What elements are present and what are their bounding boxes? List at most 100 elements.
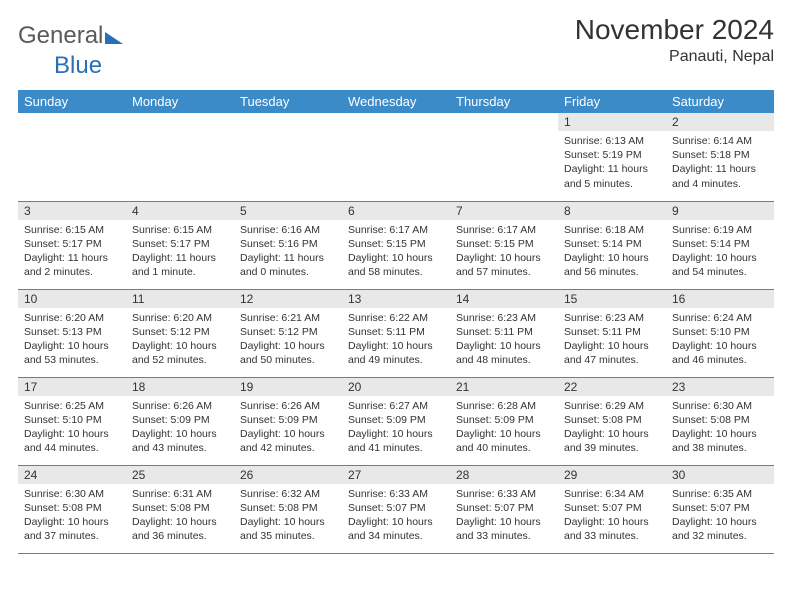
calendar-day-cell: 25Sunrise: 6:31 AMSunset: 5:08 PMDayligh… [126,465,234,553]
calendar-body: 1Sunrise: 6:13 AMSunset: 5:19 PMDaylight… [18,113,774,553]
day-number: 6 [342,202,450,220]
calendar-day-cell: 24Sunrise: 6:30 AMSunset: 5:08 PMDayligh… [18,465,126,553]
weekday-header: Monday [126,90,234,113]
day-number: 4 [126,202,234,220]
day-details: Sunrise: 6:20 AMSunset: 5:12 PMDaylight:… [126,308,234,371]
calendar-week-row: 17Sunrise: 6:25 AMSunset: 5:10 PMDayligh… [18,377,774,465]
day-number: 24 [18,466,126,484]
day-number: 17 [18,378,126,396]
calendar-day-cell: 5Sunrise: 6:16 AMSunset: 5:16 PMDaylight… [234,201,342,289]
calendar-day-cell: 15Sunrise: 6:23 AMSunset: 5:11 PMDayligh… [558,289,666,377]
day-details: Sunrise: 6:30 AMSunset: 5:08 PMDaylight:… [666,396,774,459]
day-number: 29 [558,466,666,484]
day-number: 21 [450,378,558,396]
title-block: November 2024 Panauti, Nepal [575,14,774,66]
day-details: Sunrise: 6:28 AMSunset: 5:09 PMDaylight:… [450,396,558,459]
calendar-day-cell: 8Sunrise: 6:18 AMSunset: 5:14 PMDaylight… [558,201,666,289]
day-details: Sunrise: 6:33 AMSunset: 5:07 PMDaylight:… [450,484,558,547]
day-details [18,131,126,137]
day-details: Sunrise: 6:22 AMSunset: 5:11 PMDaylight:… [342,308,450,371]
calendar-day-cell [450,113,558,201]
day-number: 28 [450,466,558,484]
day-details: Sunrise: 6:25 AMSunset: 5:10 PMDaylight:… [18,396,126,459]
day-details: Sunrise: 6:23 AMSunset: 5:11 PMDaylight:… [450,308,558,371]
day-details: Sunrise: 6:34 AMSunset: 5:07 PMDaylight:… [558,484,666,547]
day-details [450,131,558,137]
weekday-header: Thursday [450,90,558,113]
calendar-day-cell: 4Sunrise: 6:15 AMSunset: 5:17 PMDaylight… [126,201,234,289]
calendar-week-row: 24Sunrise: 6:30 AMSunset: 5:08 PMDayligh… [18,465,774,553]
calendar-day-cell: 21Sunrise: 6:28 AMSunset: 5:09 PMDayligh… [450,377,558,465]
day-details: Sunrise: 6:26 AMSunset: 5:09 PMDaylight:… [126,396,234,459]
calendar-day-cell: 23Sunrise: 6:30 AMSunset: 5:08 PMDayligh… [666,377,774,465]
day-details: Sunrise: 6:15 AMSunset: 5:17 PMDaylight:… [126,220,234,283]
day-details: Sunrise: 6:32 AMSunset: 5:08 PMDaylight:… [234,484,342,547]
weekday-header: Friday [558,90,666,113]
weekday-header: Sunday [18,90,126,113]
day-details: Sunrise: 6:13 AMSunset: 5:19 PMDaylight:… [558,131,666,194]
day-number: 26 [234,466,342,484]
day-number: 14 [450,290,558,308]
page-header: General Blue November 2024 Panauti, Nepa… [18,14,774,80]
calendar-day-cell: 13Sunrise: 6:22 AMSunset: 5:11 PMDayligh… [342,289,450,377]
calendar-day-cell: 6Sunrise: 6:17 AMSunset: 5:15 PMDaylight… [342,201,450,289]
calendar-day-cell [342,113,450,201]
calendar-week-row: 1Sunrise: 6:13 AMSunset: 5:19 PMDaylight… [18,113,774,201]
day-number: 2 [666,113,774,131]
calendar-day-cell: 1Sunrise: 6:13 AMSunset: 5:19 PMDaylight… [558,113,666,201]
calendar-day-cell: 17Sunrise: 6:25 AMSunset: 5:10 PMDayligh… [18,377,126,465]
day-number: 10 [18,290,126,308]
calendar-day-cell: 27Sunrise: 6:33 AMSunset: 5:07 PMDayligh… [342,465,450,553]
day-number: 9 [666,202,774,220]
day-number: 25 [126,466,234,484]
weekday-header: Saturday [666,90,774,113]
day-number: 23 [666,378,774,396]
day-details: Sunrise: 6:31 AMSunset: 5:08 PMDaylight:… [126,484,234,547]
day-details: Sunrise: 6:23 AMSunset: 5:11 PMDaylight:… [558,308,666,371]
day-number: 19 [234,378,342,396]
day-number: 8 [558,202,666,220]
calendar-week-row: 10Sunrise: 6:20 AMSunset: 5:13 PMDayligh… [18,289,774,377]
calendar-day-cell [126,113,234,201]
calendar-day-cell: 22Sunrise: 6:29 AMSunset: 5:08 PMDayligh… [558,377,666,465]
calendar-day-cell: 11Sunrise: 6:20 AMSunset: 5:12 PMDayligh… [126,289,234,377]
day-details: Sunrise: 6:17 AMSunset: 5:15 PMDaylight:… [450,220,558,283]
day-number: 30 [666,466,774,484]
day-details: Sunrise: 6:18 AMSunset: 5:14 PMDaylight:… [558,220,666,283]
calendar-day-cell [18,113,126,201]
weekday-header: Tuesday [234,90,342,113]
day-number: 16 [666,290,774,308]
calendar-day-cell: 19Sunrise: 6:26 AMSunset: 5:09 PMDayligh… [234,377,342,465]
location-label: Panauti, Nepal [575,48,774,66]
day-details: Sunrise: 6:17 AMSunset: 5:15 PMDaylight:… [342,220,450,283]
calendar-day-cell: 3Sunrise: 6:15 AMSunset: 5:17 PMDaylight… [18,201,126,289]
calendar-day-cell [234,113,342,201]
calendar-day-cell: 12Sunrise: 6:21 AMSunset: 5:12 PMDayligh… [234,289,342,377]
day-number: 18 [126,378,234,396]
day-number: 15 [558,290,666,308]
logo: General Blue [18,22,128,80]
day-details [126,131,234,137]
calendar-day-cell: 2Sunrise: 6:14 AMSunset: 5:18 PMDaylight… [666,113,774,201]
day-details: Sunrise: 6:24 AMSunset: 5:10 PMDaylight:… [666,308,774,371]
day-number: 27 [342,466,450,484]
day-number: 1 [558,113,666,131]
calendar-day-cell: 9Sunrise: 6:19 AMSunset: 5:14 PMDaylight… [666,201,774,289]
calendar-day-cell: 7Sunrise: 6:17 AMSunset: 5:15 PMDaylight… [450,201,558,289]
day-details: Sunrise: 6:16 AMSunset: 5:16 PMDaylight:… [234,220,342,283]
calendar-day-cell: 16Sunrise: 6:24 AMSunset: 5:10 PMDayligh… [666,289,774,377]
logo-triangle-icon [105,32,123,44]
calendar-day-cell: 14Sunrise: 6:23 AMSunset: 5:11 PMDayligh… [450,289,558,377]
calendar-day-cell: 28Sunrise: 6:33 AMSunset: 5:07 PMDayligh… [450,465,558,553]
day-details: Sunrise: 6:35 AMSunset: 5:07 PMDaylight:… [666,484,774,547]
calendar-day-cell: 29Sunrise: 6:34 AMSunset: 5:07 PMDayligh… [558,465,666,553]
logo-text-2: Blue [54,52,102,80]
day-number: 11 [126,290,234,308]
day-number: 5 [234,202,342,220]
day-number: 3 [18,202,126,220]
day-details: Sunrise: 6:30 AMSunset: 5:08 PMDaylight:… [18,484,126,547]
month-title: November 2024 [575,14,774,46]
calendar-day-cell: 18Sunrise: 6:26 AMSunset: 5:09 PMDayligh… [126,377,234,465]
calendar-table: SundayMondayTuesdayWednesdayThursdayFrid… [18,90,774,554]
day-details: Sunrise: 6:27 AMSunset: 5:09 PMDaylight:… [342,396,450,459]
